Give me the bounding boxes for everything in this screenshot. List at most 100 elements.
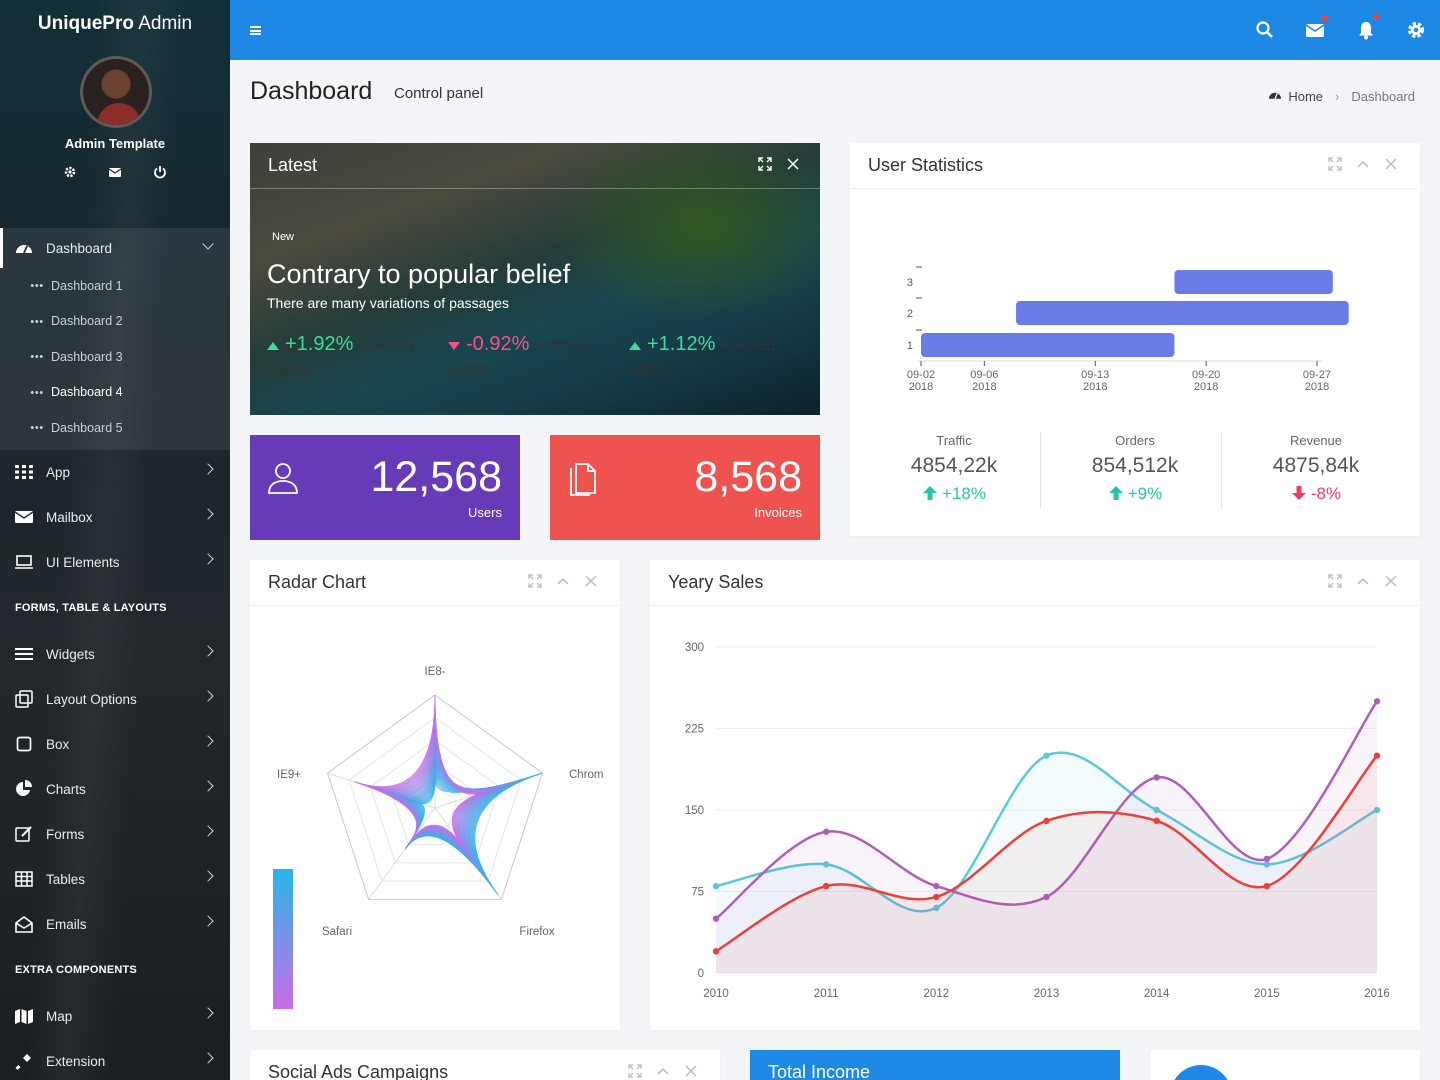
gear-icon[interactable] [62,164,78,180]
data-point[interactable] [822,882,830,890]
latest-card: Latest [250,143,820,415]
dots-icon [30,426,43,430]
y-tick-label: 1 [907,340,913,352]
gear-icon[interactable] [1406,20,1426,40]
x-tick-label: 2012 [924,988,950,1000]
chevron-right-icon [202,552,214,565]
data-point[interactable] [1263,882,1271,890]
dots-icon [30,355,43,359]
data-point[interactable] [822,828,830,835]
data-point[interactable] [712,948,720,955]
new-badge: New [272,231,295,243]
data-point[interactable] [933,904,940,911]
sidebar-item-extension[interactable]: Extension [0,1039,230,1080]
sidebar-subitem-dashboard-1[interactable]: Dashboard 1 [0,268,230,304]
laptop-icon [14,553,34,571]
collapse-icon[interactable] [1356,574,1372,590]
bars-icon [14,645,34,663]
latest-text: There are many variations of passages [267,295,510,311]
sidebar-item-mailbox[interactable]: Mailbox [0,495,230,540]
range-bar[interactable] [921,333,1175,357]
sidebar-item-tables[interactable]: Tables [0,857,230,902]
radar-grid-ring [326,694,544,900]
sidebar-subitem-dashboard-5[interactable]: Dashboard 5 [0,410,230,446]
y-tick-label: 3 [907,277,913,289]
expand-icon[interactable] [628,1064,644,1080]
mail-icon[interactable] [1305,15,1328,40]
data-point[interactable] [1373,752,1381,759]
grid-icon [14,463,34,481]
latest-headline[interactable]: Contrary to popular belief [267,259,571,289]
sidebar-item-emails[interactable]: Emails [0,902,230,947]
data-point[interactable] [933,893,940,901]
data-point[interactable] [933,882,940,890]
sidebar-item-app[interactable]: App [0,450,230,495]
data-point[interactable] [1153,817,1160,825]
breadcrumb-current: Dashboard [1351,89,1415,104]
series-area [716,701,1377,973]
dots-icon [30,284,43,288]
close-icon[interactable] [1384,157,1400,173]
collapse-icon[interactable] [1356,157,1372,173]
data-point[interactable] [1373,806,1381,814]
mail-icon[interactable] [107,164,123,180]
sidebar-item-charts[interactable]: Charts [0,767,230,812]
search-icon[interactable] [1255,20,1275,40]
sidebar-item-box[interactable]: Box [0,722,230,767]
mail-icon [14,508,34,526]
data-point[interactable] [1043,752,1050,759]
x-tick-label: 09-20 [1192,369,1220,381]
range-bar[interactable] [1016,301,1349,325]
data-point[interactable] [712,882,720,890]
data-point[interactable] [1043,893,1050,901]
avatar[interactable] [80,56,152,128]
sidebar-item-dashboard[interactable]: Dashboard [0,228,230,268]
chevron-right-icon [202,824,214,837]
collapse-icon[interactable] [556,574,572,590]
users-count: 12,568 [370,453,502,501]
menu-toggle-icon[interactable] [250,26,261,35]
data-point[interactable] [712,915,720,922]
chevron-right-icon [202,1051,214,1064]
data-point[interactable] [1153,806,1160,814]
data-point[interactable] [1153,774,1160,781]
sidebar-subitem-dashboard-2[interactable]: Dashboard 2 [0,304,230,340]
brand-logo[interactable]: UniquePro Admin [37,13,193,34]
range-bar[interactable] [1174,270,1333,294]
invoices-stat-tile[interactable]: 8,568 Invoices [550,435,820,540]
visual-map-legend[interactable] [273,869,293,1009]
sidebar-subitem-dashboard-4[interactable]: Dashboard 4 [0,375,230,411]
envelope-open-icon [14,915,34,933]
y-tick-label: 225 [685,724,704,736]
dashboard-icon [1268,89,1282,104]
expand-icon[interactable] [1328,157,1344,173]
breadcrumb: Home › Dashboard [1268,89,1415,104]
series-area [716,752,1377,973]
sidebar-item-map[interactable]: Map [0,994,230,1039]
radar-series-line [361,704,491,851]
users-stat-tile[interactable]: 12,568 Users [250,435,520,540]
data-point[interactable] [822,861,830,868]
data-point[interactable] [1263,861,1271,868]
expand-icon[interactable] [1328,574,1344,590]
yearly-sales-title: Yeary Sales [668,572,764,592]
expand-icon[interactable] [758,157,772,176]
data-point[interactable] [1043,817,1050,825]
breadcrumb-home[interactable]: Home [1288,89,1324,104]
sidebar-item-ui-elements[interactable]: UI Elements [0,540,230,585]
close-icon[interactable] [684,1064,700,1080]
expand-icon[interactable] [528,574,544,590]
close-icon[interactable] [1384,574,1400,590]
close-icon[interactable] [786,157,800,176]
close-icon[interactable] [584,574,600,590]
collapse-icon[interactable] [656,1064,672,1080]
data-point[interactable] [1263,855,1271,863]
sidebar-item-widgets[interactable]: Widgets [0,632,230,677]
data-point[interactable] [1373,698,1381,705]
sidebar-item-forms[interactable]: Forms [0,812,230,857]
bell-icon[interactable] [1356,14,1379,40]
power-icon[interactable] [152,164,168,180]
sidebar-subitem-dashboard-3[interactable]: Dashboard 3 [0,339,230,375]
sidebar-item-layout-options[interactable]: Layout Options [0,677,230,722]
user-statistics-chart: 09-02201809-06201809-13201809-20201809-2… [907,266,1349,393]
